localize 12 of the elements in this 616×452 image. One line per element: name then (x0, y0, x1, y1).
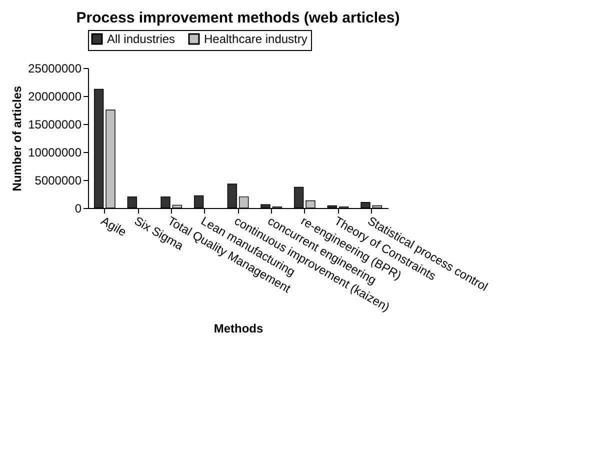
y-tick-label: 10000000 (28, 146, 82, 160)
x-axis-title: Methods (214, 321, 264, 336)
y-tick-label: 0 (74, 202, 82, 216)
legend-label: All industries (107, 32, 176, 46)
y-axis-title: Number of articles (10, 86, 24, 192)
y-tick-label: 15000000 (28, 118, 82, 132)
y-tick-label: 20000000 (28, 90, 82, 104)
legend-label: Healthcare industry (204, 32, 308, 46)
y-tick-label: 5000000 (34, 174, 82, 188)
chart-title: Process improvement methods (web articles) (76, 10, 400, 26)
y-tick-label: 25000000 (28, 62, 82, 76)
x-tick-label: Agile (98, 214, 130, 240)
